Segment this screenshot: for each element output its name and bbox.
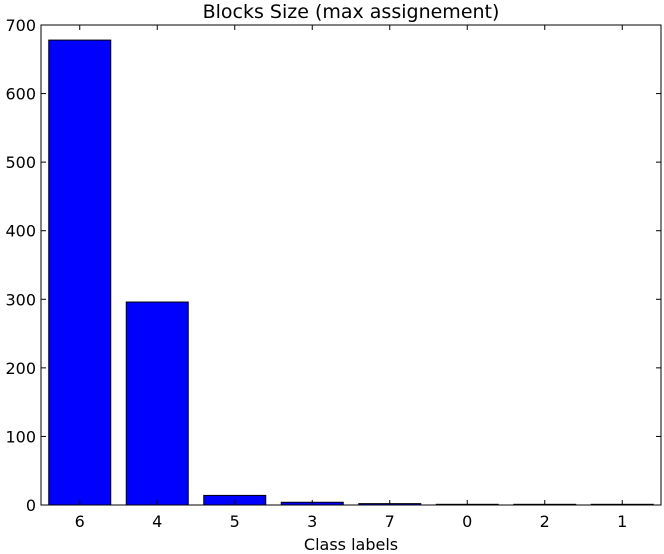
- y-axis: 0 100 200 300 400 500 600 700: [5, 16, 661, 515]
- plot-frame: [40, 24, 662, 506]
- y-tick-label: 700: [5, 16, 36, 35]
- x-tick-label: 5: [230, 512, 240, 531]
- x-axis: 6 4 5 3 7 0 2 1: [75, 25, 627, 531]
- y-tick-label: 600: [5, 85, 36, 104]
- y-tick-label: 0: [26, 496, 36, 515]
- x-tick-label: 3: [307, 512, 317, 531]
- x-axis-label: Class labels: [304, 535, 398, 554]
- y-tick-label: 400: [5, 222, 36, 241]
- y-tick-label: 500: [5, 153, 36, 172]
- x-tick-label: 6: [75, 512, 85, 531]
- y-tick-label: 200: [5, 359, 36, 378]
- x-tick-label: 4: [152, 512, 162, 531]
- x-tick-label: 1: [617, 512, 627, 531]
- bar-6: [48, 39, 112, 506]
- x-tick-label: 2: [540, 512, 550, 531]
- y-tick-label: 300: [5, 290, 36, 309]
- chart-title: Blocks Size (max assignement): [203, 1, 500, 23]
- y-tick-label: 100: [5, 427, 36, 446]
- x-tick-label: 0: [462, 512, 472, 531]
- x-tick-label: 7: [385, 512, 395, 531]
- bar-4: [125, 301, 189, 506]
- bars-group: [48, 39, 654, 506]
